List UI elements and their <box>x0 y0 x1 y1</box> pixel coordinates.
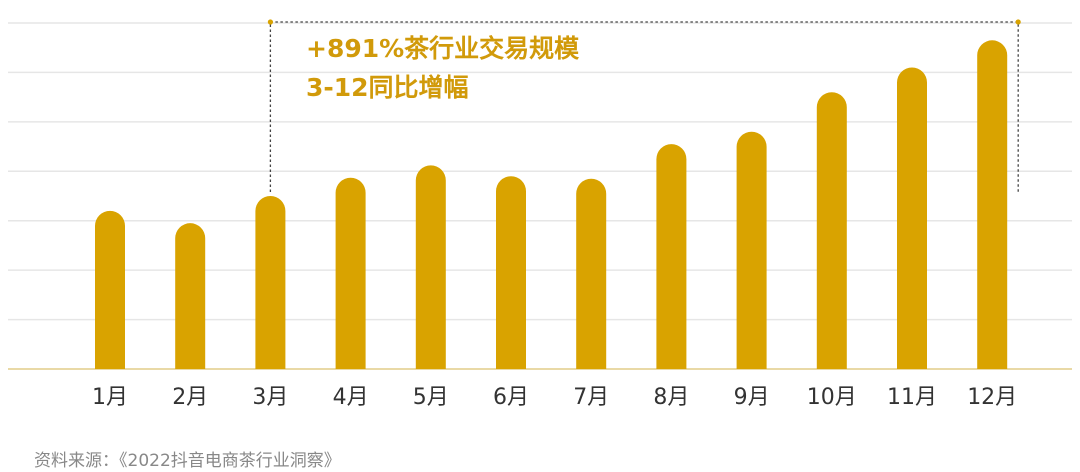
annotation-bracket <box>267 19 1021 193</box>
bar-8月 <box>656 144 687 369</box>
x-tick-label: 12月 <box>967 385 1017 410</box>
bracket-dot-start <box>267 19 273 25</box>
x-tick-label: 3月 <box>252 385 288 410</box>
x-tick-labels: 1月 2月 3月 4月 5月 6月 7月 8月 9月 10月 11月 12月 <box>92 385 1017 410</box>
x-tick-label: 4月 <box>333 385 369 410</box>
bar-1月 <box>95 210 126 369</box>
x-tick-label: 6月 <box>493 385 529 410</box>
x-tick-label: 10月 <box>807 385 857 410</box>
x-tick-label: 7月 <box>573 385 609 410</box>
bar-chart: 1月 2月 3月 4月 5月 6月 7月 8月 9月 10月 11月 12月 +891%茶行业交易规模… <box>8 19 1072 410</box>
bar-6月 <box>496 176 526 369</box>
bar-5月 <box>415 165 446 369</box>
x-tick-label: 5月 <box>413 385 449 410</box>
bars <box>95 40 1008 370</box>
bar-3月 <box>255 196 286 369</box>
x-tick-label: 11月 <box>887 385 937 410</box>
bar-12月 <box>977 40 1008 370</box>
bar-7月 <box>576 178 607 369</box>
x-tick-label: 8月 <box>653 385 689 410</box>
annotation-line-1: +891%茶行业交易规模 <box>306 34 580 63</box>
x-tick-label: 1月 <box>92 385 128 410</box>
x-tick-label: 2月 <box>172 385 208 410</box>
bracket-dot-end <box>1015 19 1021 25</box>
annotation: +891%茶行业交易规模 3-12同比增幅 <box>306 34 580 102</box>
annotation-bracket-line <box>269 21 1019 193</box>
bar-10月 <box>816 92 847 369</box>
bar-2月 <box>175 223 206 369</box>
annotation-line-2: 3-12同比增幅 <box>306 73 469 102</box>
bar-4月 <box>335 177 366 369</box>
source-note: 资料来源：《2022抖音电商茶行业洞察》 <box>34 451 341 471</box>
bar-11月 <box>897 67 927 370</box>
bar-9月 <box>736 131 767 369</box>
x-tick-label: 9月 <box>734 385 770 410</box>
